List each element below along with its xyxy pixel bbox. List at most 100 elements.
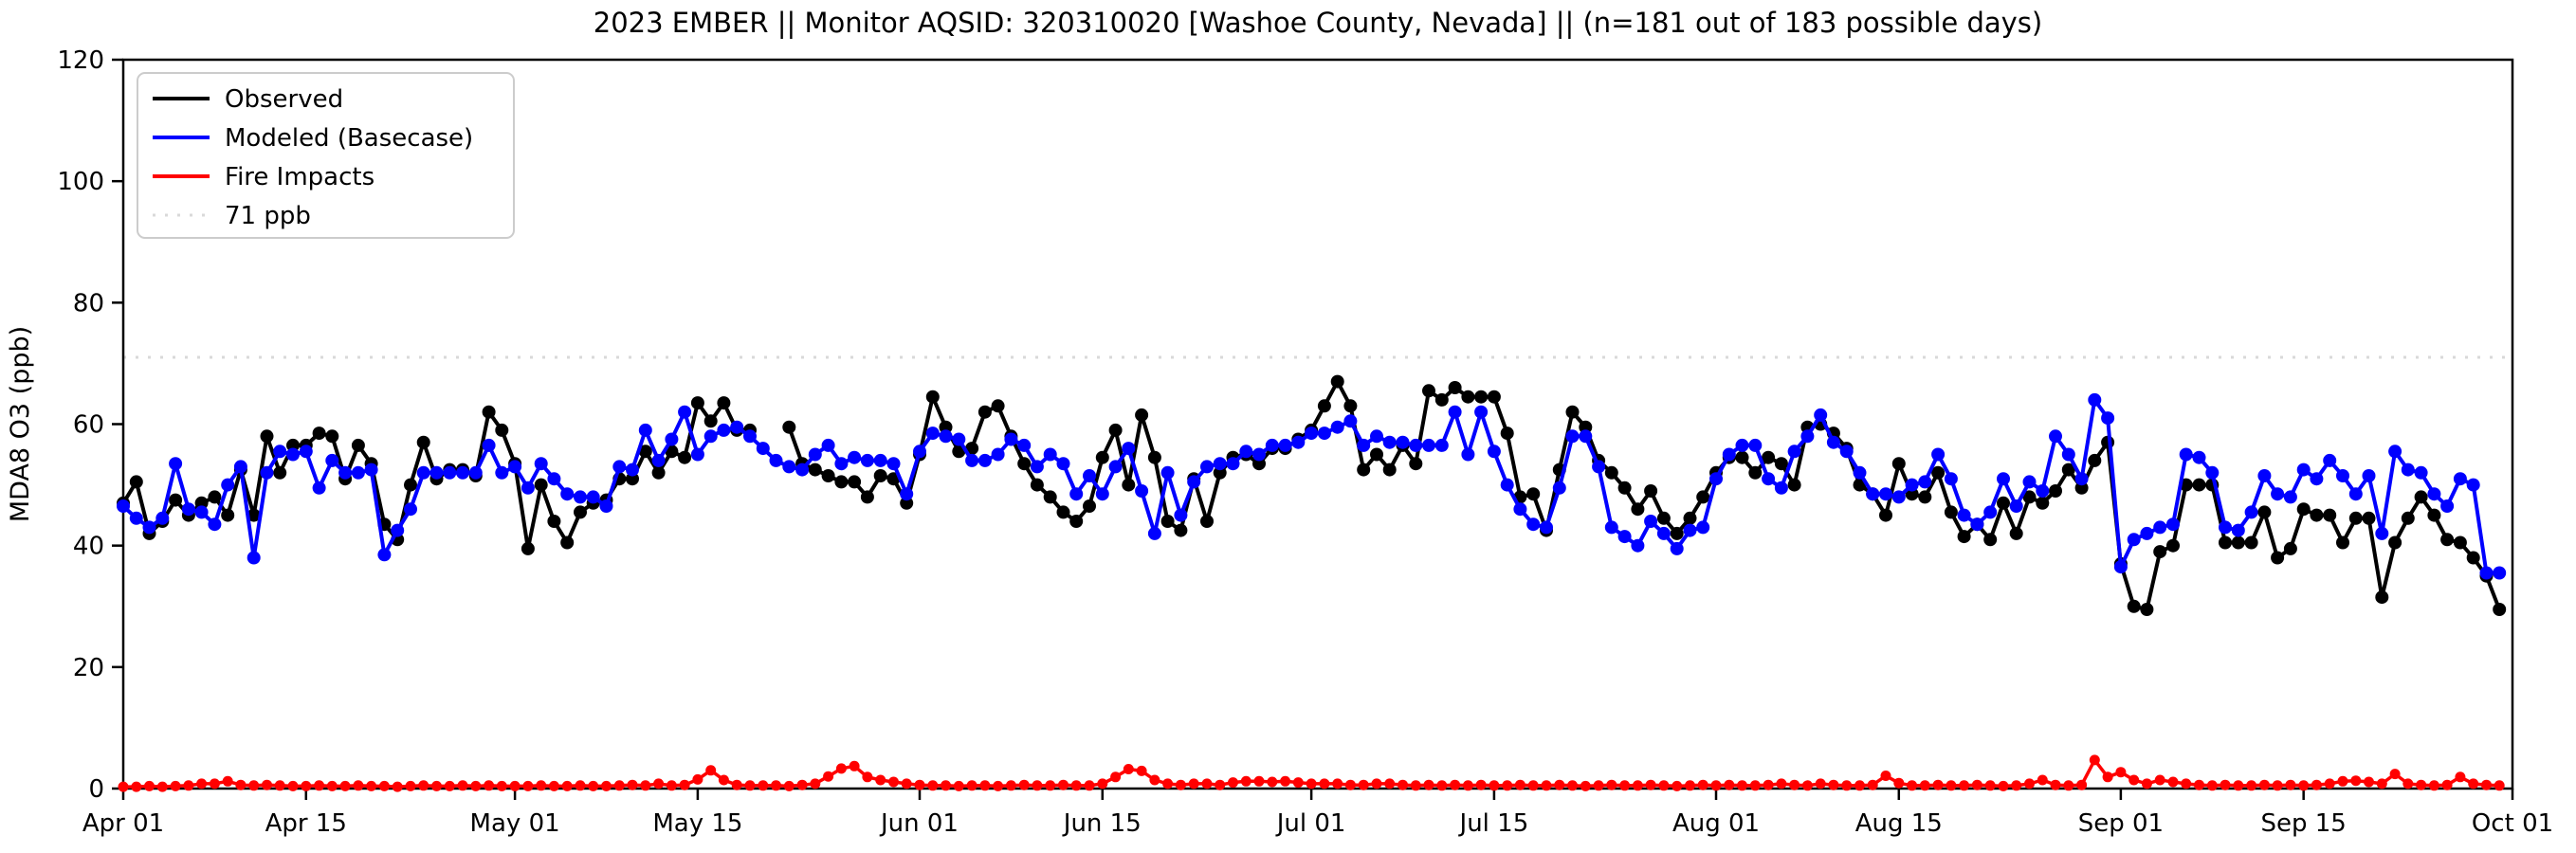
observed-series-point [1357, 463, 1371, 477]
observed-series-point [1735, 450, 1749, 464]
modeled-basecase-series-point [638, 423, 652, 437]
modeled-basecase-series-point [482, 438, 496, 452]
fire-impacts-series-point [353, 780, 364, 791]
observed-series-point [1644, 484, 1658, 498]
modeled-basecase-series-point [1696, 520, 1710, 535]
fire-impacts-series-point [927, 780, 939, 791]
fire-impacts-series-point [941, 780, 951, 791]
fire-impacts-series-point [1188, 778, 1199, 789]
modeled-basecase-series-point [2310, 472, 2324, 486]
x-tick-label: Jul 15 [1458, 809, 1529, 838]
modeled-basecase-series-point [508, 460, 522, 474]
observed-series-point [1617, 481, 1632, 495]
modeled-basecase-series-point [913, 445, 926, 459]
fire-impacts-series-point [2076, 779, 2088, 790]
observed-series-point [2375, 590, 2389, 605]
modeled-basecase-series-point [2166, 517, 2180, 532]
observed-series-point [2296, 502, 2311, 517]
modeled-basecase-series-point [977, 453, 992, 467]
observed-series-point [1095, 450, 1109, 464]
fire-impacts-series-point [2063, 780, 2074, 791]
observed-series-point [925, 390, 940, 404]
x-tick-label: Apr 01 [82, 809, 164, 838]
modeled-basecase-series-point [2440, 499, 2455, 513]
observed-series-point [2453, 535, 2467, 550]
modeled-basecase-series-point [142, 520, 156, 535]
modeled-basecase-series-point [2414, 465, 2428, 480]
modeled-basecase-series-point [1762, 472, 1776, 486]
fire-impacts-series-point [2350, 775, 2362, 787]
observed-series-point [2427, 508, 2441, 522]
observed-series-point [1160, 515, 1175, 528]
observed-series-point [1579, 420, 1593, 434]
observed-series-point [2310, 508, 2324, 522]
observed-series-point [1565, 405, 1580, 419]
modeled-basecase-series-point [2453, 472, 2467, 486]
fire-impacts-series-point [131, 781, 142, 792]
observed-series-point [1461, 390, 1475, 404]
modeled-basecase-series-point [1122, 442, 1136, 456]
modeled-basecase-series-point [1147, 526, 1161, 540]
observed-series-point [678, 450, 692, 464]
modeled-basecase-series-point [1722, 447, 1736, 462]
fire-impacts-series-point [1606, 779, 1617, 790]
observed-series-point [2231, 535, 2245, 550]
fire-impacts-series-point [2428, 780, 2439, 791]
modeled-basecase-series-point [2179, 447, 2193, 462]
modeled-basecase-series-point [2375, 526, 2389, 540]
observed-series-point [1043, 490, 1057, 504]
fire-impacts-series-point [1240, 775, 1251, 787]
modeled-basecase-series-point [1030, 460, 1044, 474]
modeled-basecase-series-point [1540, 520, 1553, 535]
x-tick-label: May 01 [470, 809, 560, 838]
modeled-basecase-series-point [1305, 426, 1319, 441]
observed-series-point [2414, 490, 2428, 504]
fire-impacts-series-point [378, 780, 390, 791]
observed-series-point [247, 508, 261, 522]
fire-impacts-series-point [2481, 779, 2492, 790]
fire-impacts-series-point [901, 778, 912, 789]
modeled-basecase-series-point [2022, 475, 2037, 489]
modeled-basecase-series-point [117, 499, 130, 513]
fire-impacts-series-point [2246, 780, 2257, 791]
observed-series-point [1083, 499, 1096, 513]
fire-impacts-series-point [1984, 780, 1996, 791]
fire-impacts-series-point [1084, 780, 1095, 791]
modeled-basecase-series-point [1604, 520, 1618, 535]
fire-impacts-series-point [1358, 779, 1369, 790]
modeled-basecase-series-point [2479, 566, 2494, 580]
fire-impacts-series-point [170, 780, 181, 791]
fire-impacts-series-point [2220, 779, 2231, 790]
chart-title: 2023 EMBER || Monitor AQSID: 320310020 [… [594, 7, 2042, 39]
fire-impacts-series-point [1005, 780, 1016, 791]
modeled-basecase-series-point [2466, 478, 2480, 492]
fire-impacts-series-point [1070, 780, 1082, 791]
observed-series-point [860, 490, 874, 504]
fire-impacts-series-point [914, 779, 925, 790]
fire-impacts-series-point [627, 779, 638, 790]
modeled-basecase-series-point [2401, 463, 2415, 477]
observed-series-point [521, 541, 535, 555]
fire-impacts-series-point [1932, 779, 1944, 790]
modeled-basecase-series-point [678, 405, 692, 419]
fire-impacts-series-point [2102, 771, 2113, 783]
fire-impacts-series-point [1959, 780, 1970, 791]
fire-impacts-series-point [1436, 780, 1448, 791]
fire-impacts-series-point [1489, 780, 1500, 791]
fire-impacts-series-point [1292, 777, 1304, 789]
fire-impacts-series-point [1462, 780, 1473, 791]
fire-impacts-series-point [1789, 779, 1800, 790]
fire-impacts-series-point [405, 780, 416, 791]
fire-impacts-series-point [1815, 778, 1826, 789]
observed-series-point [2348, 511, 2363, 525]
observed-series-point [1931, 465, 1946, 480]
modeled-basecase-series-point [626, 463, 639, 477]
fire-impacts-series-point [2194, 779, 2204, 790]
fire-impacts-series-point [1880, 771, 1891, 781]
y-tick-label: 60 [73, 411, 104, 440]
observed-series-point [194, 496, 209, 510]
fire-impacts-series-point [262, 779, 272, 790]
modeled-basecase-series-point [2140, 526, 2154, 540]
observed-series-point [547, 515, 561, 528]
modeled-basecase-series-point [1343, 414, 1358, 428]
